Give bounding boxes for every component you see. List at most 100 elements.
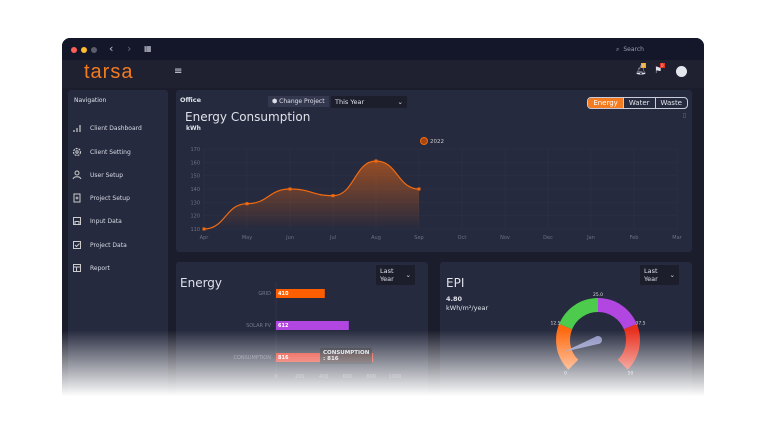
save-icon	[73, 217, 81, 225]
minimize-window-button[interactable]	[81, 47, 87, 53]
bar-value-label: 410	[278, 291, 289, 297]
gauge-tick-label: 25.0	[593, 292, 603, 298]
project-name: Office	[180, 96, 202, 104]
category-label: SOLAR PV	[246, 323, 272, 329]
y-axis-label: kWh	[186, 125, 201, 132]
sidebar-item-label: User Setup	[90, 171, 124, 179]
epi-unit: kWh/m²/year	[446, 304, 489, 312]
cube-icon: ⬢	[272, 98, 280, 105]
sidebar-item-label: Client Setting	[90, 148, 131, 156]
sidebar: Navigation Client Dashboard Client Setti…	[68, 90, 168, 408]
gauge-tick-label: 0	[564, 371, 567, 377]
legend-marker	[420, 137, 428, 145]
energy-period-select[interactable]: Last Year ⌄	[376, 265, 415, 285]
file-plus-icon	[73, 193, 81, 203]
sidebar-item-label: Project Data	[90, 241, 127, 249]
x-tick-label: Apr	[200, 235, 210, 241]
checkbox-edit-icon	[73, 241, 81, 249]
epi-period-select[interactable]: Last Year ⌄	[640, 265, 679, 285]
series-area	[204, 161, 419, 229]
data-point	[331, 194, 335, 198]
app-window: ‹ › ▦ ⌕ Search tarsa ≡ 🔔︎ 0 ⚑ 0 Navigation …	[62, 38, 704, 408]
period-select[interactable]: This Year ⌄	[331, 96, 407, 108]
x-tick-label: Sep	[414, 235, 423, 241]
x-tick-label: 1000	[389, 374, 402, 380]
gauge-chart: 0 12.5 25.0 37.5 50	[550, 292, 645, 377]
bar-value-label: 816	[278, 355, 289, 361]
title-bar: ‹ › ▦ ⌕ Search	[62, 38, 704, 60]
category-label: GRID	[258, 291, 271, 297]
data-point	[202, 227, 206, 231]
gauge-band	[617, 323, 640, 370]
avatar[interactable]	[676, 66, 687, 77]
data-point	[288, 187, 292, 191]
y-tick-label: 160	[190, 160, 200, 166]
gauge-band	[598, 298, 637, 330]
maximize-window-button[interactable]	[91, 47, 97, 53]
sidebar-item-project-setup[interactable]: Project Setup	[72, 191, 130, 205]
x-tick-label: 600	[343, 374, 353, 380]
bar-chart-icon	[73, 125, 81, 132]
flag-badge: 0	[660, 63, 665, 68]
x-tick-label: Dec	[543, 235, 553, 241]
bar-value-label: 612	[278, 323, 289, 329]
back-icon[interactable]: ‹	[109, 42, 114, 55]
gear-icon	[72, 147, 82, 157]
sidebar-item-client-dashboard[interactable]: Client Dashboard	[72, 121, 142, 135]
tab-waste[interactable]: Waste	[654, 98, 687, 108]
y-tick-label: 170	[190, 147, 200, 153]
bell-icon[interactable]: 🔔︎ 0	[635, 63, 647, 76]
layout-icon	[73, 264, 81, 272]
sidebar-item-project-data[interactable]: Project Data	[72, 238, 127, 252]
sidebar-item-label: Project Setup	[90, 194, 130, 202]
tab-water[interactable]: Water	[622, 98, 655, 108]
gauge-tick-label: 12.5	[550, 320, 560, 326]
x-tick-label: Jan	[586, 235, 595, 241]
app-header: tarsa ≡ 🔔︎ 0 ⚑ 0	[62, 60, 704, 88]
x-tick-label: Aug	[371, 235, 381, 241]
epi-panel: Last Year ⌄ EPI 4.80 kWh/m²/year 0 12.5 25.…	[440, 262, 692, 408]
export-icon[interactable]: ▯	[682, 112, 686, 119]
x-tick-label: 0	[274, 374, 277, 380]
x-tick-label: 800	[366, 374, 376, 380]
search-icon: ⌕	[616, 45, 620, 53]
sidebar-item-input-data[interactable]: Input Data	[72, 214, 122, 228]
bar	[276, 289, 325, 298]
y-tick-label: 110	[190, 227, 200, 233]
resource-tabs: Energy Water Waste	[587, 97, 688, 109]
sidebar-title: Navigation	[74, 97, 107, 104]
tooltip: CONSUMPTION: 816	[320, 348, 373, 364]
period-value: This Year	[335, 98, 365, 106]
sidebar-item-report[interactable]: Report	[72, 261, 110, 275]
sidebar-item-user-setup[interactable]: User Setup	[72, 168, 123, 182]
tab-energy[interactable]: Energy	[588, 98, 623, 108]
user-icon	[72, 170, 82, 180]
bar-chart: GRID 410 SOLAR PV 612 CONSUMPTION 816 0 200 400 6…	[233, 282, 402, 380]
x-tick-label: Feb	[630, 235, 639, 241]
x-tick-label: May	[242, 235, 252, 241]
bar	[276, 321, 349, 330]
chart-title: Energy	[180, 276, 223, 290]
y-tick-label: 120	[190, 214, 200, 220]
tooltip-value: : 816	[323, 356, 339, 362]
apps-grid-icon[interactable]: ▦	[144, 44, 152, 53]
hamburger-menu-icon[interactable]: ≡	[174, 66, 183, 77]
x-tick-label: Oct	[458, 235, 467, 241]
x-tick-label: Jun	[285, 235, 294, 241]
close-window-button[interactable]	[71, 47, 77, 53]
gauge-band	[559, 298, 598, 330]
sidebar-item-label: Input Data	[90, 217, 122, 225]
energy-panel: Last Year ⌄ Energy GRID 410 SOLAR PV 612 CONS…	[176, 262, 428, 408]
sidebar-item-client-setting[interactable]: Client Setting	[72, 145, 131, 159]
change-project-label: Change Project	[279, 98, 325, 105]
sidebar-item-label: Client Dashboard	[90, 124, 142, 132]
period-value: Last Year	[644, 267, 658, 283]
search-input[interactable]: ⌕ Search	[616, 43, 690, 56]
line-chart: 110 120 130 140 150 160 170 Apr May Jun Jul Aug Sep O…	[190, 137, 683, 241]
data-point	[417, 187, 421, 191]
forward-icon[interactable]: ›	[127, 42, 132, 55]
data-point	[245, 202, 249, 206]
change-project-button[interactable]: ⬢ Change Project	[268, 96, 329, 107]
flag-icon[interactable]: ⚑ 0	[654, 63, 665, 76]
energy-consumption-panel: Office ⬢ Change Project This Year ⌄ Energ…	[176, 90, 692, 252]
